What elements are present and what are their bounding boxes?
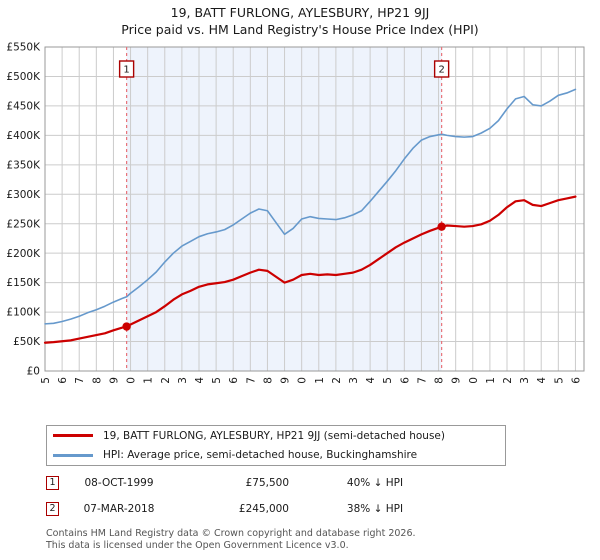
x-axis-tick-label: 2013 — [348, 377, 360, 383]
transaction-marker-badge: 1 — [46, 476, 59, 490]
y-axis-tick-label: £550K — [6, 42, 41, 54]
y-axis-tick-label: £400K — [6, 130, 41, 142]
transaction-hpi-delta: 38% ↓ HPI — [346, 503, 404, 515]
footer-licence: This data is licensed under the Open Gov… — [46, 539, 349, 551]
x-axis-tick-label: 2020 — [468, 377, 480, 383]
x-axis-tick-label: 2014 — [365, 377, 377, 383]
x-axis-tick-label: 2016 — [399, 377, 411, 383]
y-axis-tick-label: £0 — [27, 366, 40, 378]
transaction-hpi-delta: 40% ↓ HPI — [346, 477, 404, 489]
transaction-marker-number: 1 — [123, 65, 129, 76]
x-axis-tick-label: 2004 — [194, 377, 206, 383]
y-axis-tick-label: £300K — [6, 189, 41, 201]
x-axis-tick-label: 2022 — [502, 377, 514, 383]
price-history-chart: £0 £50K £100K £150K £200K £250K £300K £350K £400… — [6, 42, 585, 383]
table-row: 1 08-OCT-1999 £75,500 40% ↓ HPI — [46, 470, 516, 496]
x-axis-tick-label: 2003 — [177, 377, 189, 383]
transaction-marker-box — [433, 60, 450, 78]
transaction-price: £75,500 — [245, 477, 289, 489]
x-axis-tick-label: 2015 — [382, 377, 394, 383]
plot-frame — [44, 46, 585, 372]
legend-color-swatch-price — [53, 434, 93, 438]
x-axis-tick-label: 1997 — [74, 377, 86, 383]
y-axis-tick-label: £200K — [6, 248, 41, 260]
x-axis-tick-label: 1998 — [91, 377, 103, 383]
transaction-marker-number: 2 — [438, 65, 444, 76]
x-axis-tick-label: 2002 — [160, 377, 172, 383]
x-axis-tick-label: 2017 — [416, 377, 428, 383]
legend-item-hpi: HPI: Average price, semi-detached house,… — [47, 446, 505, 466]
y-axis-tick-label: £250K — [6, 218, 41, 230]
x-axis-tick-label: 1999 — [108, 377, 120, 383]
x-axis-tick-label: 2010 — [297, 377, 309, 383]
y-axis-tick-label: £450K — [6, 101, 41, 113]
x-axis-tick-label: 2026 — [570, 377, 582, 383]
transaction-point-marker — [122, 322, 131, 331]
x-axis-tick-label: 2018 — [434, 377, 446, 383]
footer-attribution: Contains HM Land Registry data © Crown c… — [46, 528, 566, 551]
y-axis-tick-label: £50K — [13, 336, 41, 348]
table-row: 2 07-MAR-2018 £245,000 38% ↓ HPI — [46, 496, 516, 522]
transaction-date: 07-MAR-2018 — [83, 503, 155, 515]
title-address: 19, BATT FURLONG, AYLESBURY, HP21 9JJ — [170, 5, 430, 20]
x-axis-tick-label: 2009 — [280, 377, 292, 383]
x-axis-tick-label: 2021 — [485, 377, 497, 383]
chart-legend: 19, BATT FURLONG, AYLESBURY, HP21 9JJ (s… — [46, 425, 506, 466]
transaction-marker-box — [118, 60, 135, 78]
x-axis-tick-label: 2019 — [451, 377, 463, 383]
y-axis-tick-label: £100K — [6, 307, 41, 319]
x-axis-tick-label: 1995 — [40, 377, 52, 383]
transactions-table: 1 08-OCT-1999 £75,500 40% ↓ HPI 2 07-MAR… — [46, 470, 516, 522]
legend-color-swatch-hpi — [53, 453, 93, 457]
x-axis-tick-label: 1996 — [57, 377, 69, 383]
transaction-marker-badge: 2 — [46, 502, 59, 516]
x-axis-tick-label: 2024 — [536, 377, 548, 383]
y-axis-tick-label: £500K — [6, 71, 41, 83]
footer-copyright: Contains HM Land Registry data © Crown c… — [46, 528, 416, 539]
page-title: 19, BATT FURLONG, AYLESBURY, HP21 9JJ Pr… — [0, 4, 600, 38]
transaction-price: £245,000 — [238, 503, 289, 515]
x-axis-tick-label: 2023 — [519, 377, 531, 383]
transaction-date: 08-OCT-1999 — [84, 477, 154, 489]
y-axis-tick-label: £150K — [6, 277, 41, 289]
x-axis-tick-label: 2005 — [211, 377, 223, 383]
legend-label-price: 19, BATT FURLONG, AYLESBURY, HP21 9JJ (s… — [103, 429, 445, 442]
transaction-point-marker — [437, 222, 446, 231]
x-axis-tick-label: 2000 — [126, 377, 138, 383]
x-axis-tick-label: 2025 — [553, 377, 565, 383]
x-axis-tick-label: 2011 — [314, 377, 326, 383]
legend-item-price-paid: 19, BATT FURLONG, AYLESBURY, HP21 9JJ (s… — [47, 426, 505, 446]
legend-label-hpi: HPI: Average price, semi-detached house,… — [103, 449, 418, 462]
y-axis-tick-label: £350K — [6, 159, 41, 171]
x-axis-tick-label: 2006 — [228, 377, 240, 383]
x-axis-tick-label: 2001 — [143, 377, 155, 383]
chart-plot-area: £0 £50K £100K £150K £200K £250K £300K £350K £400… — [0, 38, 600, 383]
x-axis-tick-label: 2008 — [262, 377, 274, 383]
x-axis-tick-label: 2007 — [245, 377, 257, 383]
hpi-average-line — [44, 88, 577, 325]
title-subtitle: Price paid vs. HM Land Registry's House … — [121, 22, 479, 37]
x-axis-tick-label: 2012 — [331, 377, 343, 383]
